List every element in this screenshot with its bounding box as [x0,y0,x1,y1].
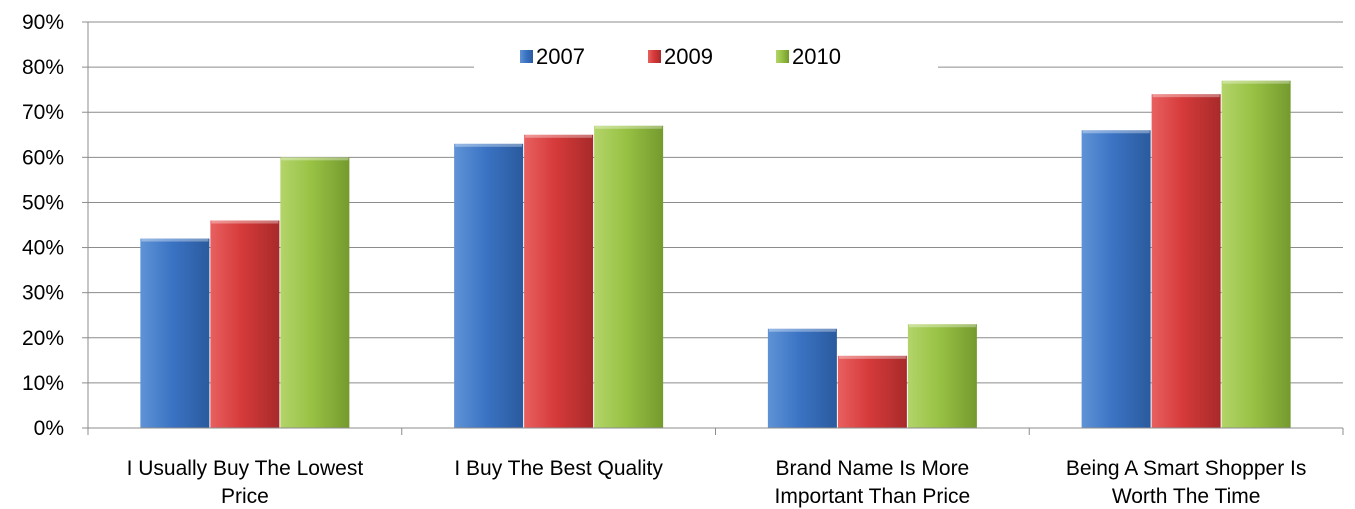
bar-2010-2 [907,324,977,428]
bar-2010-1 [594,125,664,428]
x-axis-category-labels: I Usually Buy The Lowest Price I Buy The B… [127,457,1307,508]
x-category-label: Important Than Price [775,485,971,508]
bar-highlight [141,238,209,242]
x-category-label: I Buy The Best Quality [454,457,663,480]
bar-highlight [838,355,906,359]
legend-label-2009: 2009 [664,44,713,69]
bar-2007-1 [454,143,524,429]
legend-box [474,40,938,90]
bar-2007-3 [1081,130,1151,428]
bar-2009-1 [524,134,594,428]
bar-2010-3 [1221,80,1291,429]
legend-label-2010: 2010 [792,44,841,69]
legend-swatch-2009 [648,50,661,63]
x-category-label: Price [221,485,269,508]
bar-2009-0 [210,220,280,428]
bar-highlight [455,143,523,147]
y-tick-label: 0% [34,417,64,440]
y-tick-label: 40% [22,237,64,260]
y-tick-label: 50% [22,191,64,214]
x-axis [82,21,1344,435]
bar-2009-2 [837,355,907,428]
legend: 2007 2009 2010 [474,40,938,90]
bar-2007-2 [767,328,837,428]
y-tick-label: 80% [22,56,64,79]
legend-swatch-2007 [520,50,533,63]
y-axis-tick-labels: 0% 10% 20% 30% 40% 50% 60% 70% 80% 90% [22,11,64,440]
bar-highlight [525,134,593,138]
y-tick-label: 20% [22,327,64,350]
bar-highlight [1152,94,1220,98]
bar-highlight [768,328,836,332]
x-category-label: Being A Smart Shopper Is [1066,457,1306,480]
y-tick-label: 10% [22,372,64,395]
bar-2010-0 [280,157,350,429]
legend-label-2007: 2007 [536,44,585,69]
y-tick-label: 70% [22,101,64,124]
x-category-label: Brand Name Is More [776,457,970,480]
bar-highlight [211,220,279,224]
legend-swatch-2010 [776,50,789,63]
y-tick-label: 90% [22,11,64,34]
y-tick-label: 60% [22,146,64,169]
bar-highlight [1222,80,1290,84]
bar-highlight [908,324,976,328]
bar-highlight [281,157,349,161]
bar-2009-3 [1151,94,1221,428]
bar-2007-0 [140,238,210,428]
y-tick-label: 30% [22,282,64,305]
bar-highlight [595,125,663,129]
bar-highlight [1082,130,1150,134]
x-category-label: Worth The Time [1112,485,1261,508]
x-category-label: I Usually Buy The Lowest [127,457,364,480]
bar-series [140,80,1291,429]
